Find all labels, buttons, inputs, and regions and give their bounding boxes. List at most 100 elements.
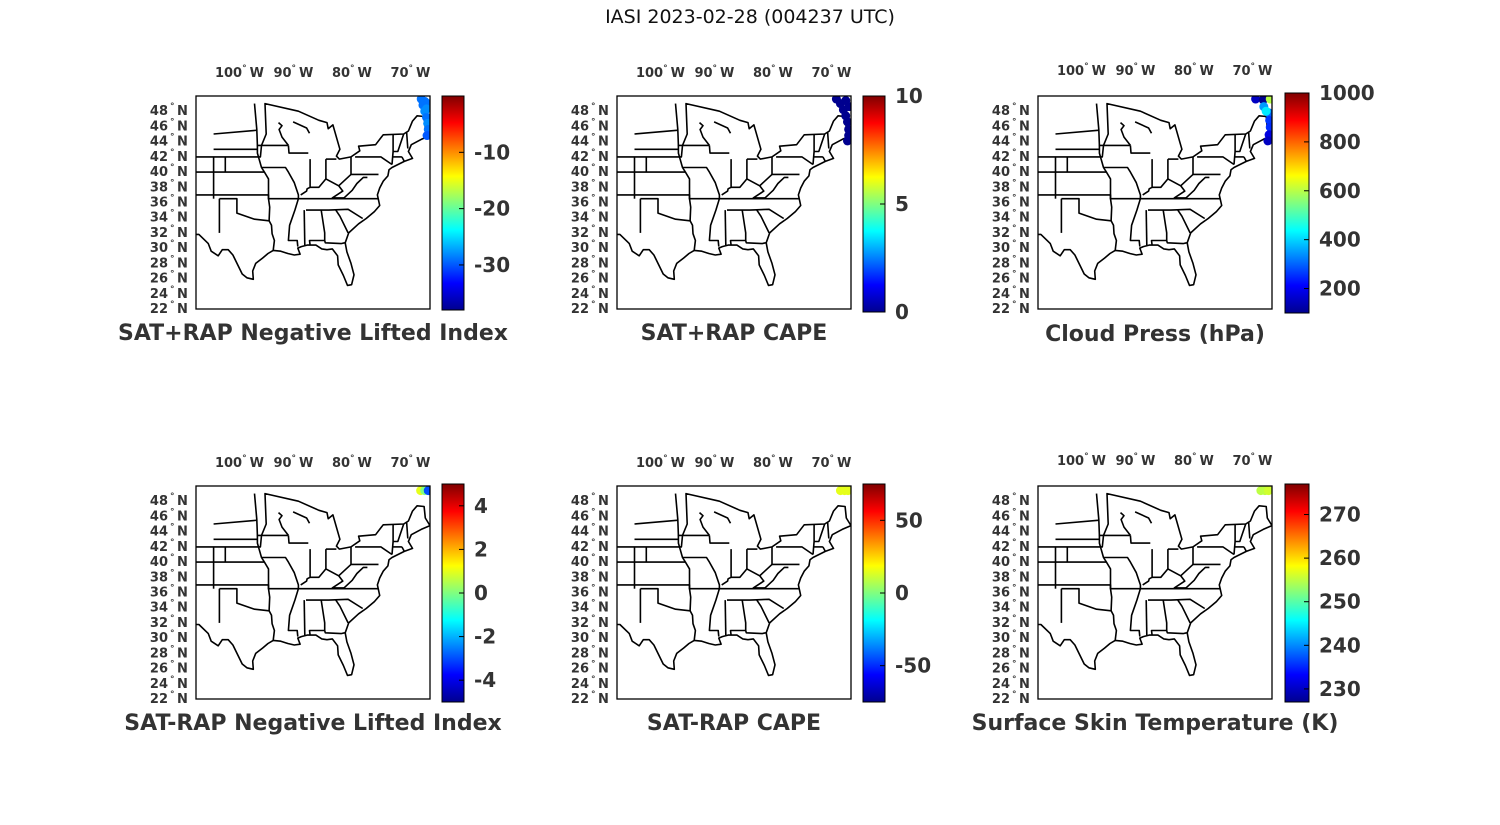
degree-symbol: ° [1192, 452, 1197, 462]
lat-suffix: N [1019, 494, 1030, 509]
data-points [831, 96, 851, 146]
lat-tick-label: 26 [992, 662, 1010, 677]
lat-tick-label: 26 [571, 662, 589, 677]
lat-suffix: N [1019, 540, 1030, 555]
lat-suffix: N [598, 646, 609, 661]
degree-symbol: ° [591, 523, 596, 533]
degree-symbol: ° [242, 64, 247, 74]
lat-suffix: N [598, 555, 609, 570]
lat-tick-label: 32 [571, 616, 589, 631]
lat-suffix: N [598, 104, 609, 119]
degree-symbol: ° [170, 614, 175, 624]
axes-frame [616, 485, 852, 700]
lon-tick-label: 90° W [1115, 62, 1155, 79]
lat-tick-label: 48 [992, 494, 1010, 509]
degree-symbol: ° [1012, 614, 1017, 624]
degree-symbol: ° [170, 584, 175, 594]
lat-tick-label: 28 [992, 646, 1010, 661]
lat-tick-label: 26 [571, 272, 589, 287]
lat-suffix: N [177, 662, 188, 677]
lon-tick-label: 100° W [1057, 452, 1106, 469]
degree-symbol: ° [830, 64, 835, 74]
state-border [727, 598, 785, 610]
state-border [323, 630, 345, 635]
lon-suffix: W [358, 66, 372, 81]
state-border [764, 566, 789, 589]
lon-value: 80 [1174, 64, 1192, 79]
degree-symbol: ° [170, 300, 175, 310]
lat-suffix: N [177, 119, 188, 134]
lat-tick-label: 22 [992, 302, 1010, 317]
state-border [1167, 178, 1186, 199]
degree-symbol: ° [170, 239, 175, 249]
lat-tick-label: 48 [571, 494, 589, 509]
colorbar-tick-label: -50 [895, 654, 931, 678]
us-coastline [196, 102, 430, 287]
colorbar [1284, 483, 1310, 703]
lon-value: 100 [636, 456, 663, 471]
degree-symbol: ° [1012, 178, 1017, 188]
lat-tick-label: 24 [992, 677, 1010, 692]
degree-symbol: ° [1012, 148, 1017, 158]
degree-symbol: ° [170, 690, 175, 700]
data-points [416, 486, 430, 496]
state-border [401, 546, 406, 552]
state-border [306, 208, 364, 220]
lat-tick-label: 38 [150, 180, 168, 195]
lat-tick-label: 46 [992, 509, 1010, 524]
degree-symbol: ° [591, 507, 596, 517]
state-border [746, 568, 765, 589]
lat-suffix: N [598, 119, 609, 134]
lat-suffix: N [1019, 570, 1030, 585]
lon-suffix: W [416, 456, 430, 471]
degree-symbol: ° [591, 117, 596, 127]
degree-symbol: ° [591, 194, 596, 204]
lon-suffix: W [779, 456, 793, 471]
lat-tick-label: 36 [992, 196, 1010, 211]
state-border [727, 208, 785, 220]
state-border [393, 133, 405, 153]
state-border [1119, 122, 1132, 146]
lon-suffix: W [1141, 64, 1155, 79]
lat-tick-label: 24 [992, 287, 1010, 302]
state-border [682, 166, 721, 247]
lat-tick-label: 32 [571, 226, 589, 241]
lon-suffix: W [1092, 454, 1106, 469]
lon-suffix: W [1258, 64, 1272, 79]
lon-suffix: W [1141, 454, 1155, 469]
data-points [1251, 96, 1272, 146]
lon-value: 80 [1174, 454, 1192, 469]
state-border [287, 535, 309, 544]
state-border [822, 156, 827, 162]
lon-value: 80 [332, 456, 350, 471]
lat-tick-label: 34 [150, 601, 168, 616]
map-panel: 100° W 90° W 80° W 70° W48 ° N46 ° N44 ° N42 ° N40 ° N38 °… [571, 454, 931, 736]
panel-title: SAT-RAP Negative Lifted Index [124, 711, 501, 736]
lat-tick-label: 38 [150, 570, 168, 585]
lat-tick-label: 36 [571, 586, 589, 601]
lat-suffix: N [177, 525, 188, 540]
lon-tick-label: 70° W [811, 64, 851, 81]
lat-tick-label: 34 [571, 601, 589, 616]
lat-suffix: N [1019, 226, 1030, 241]
lat-suffix: N [598, 525, 609, 540]
lat-tick-label: 28 [992, 256, 1010, 271]
lon-value: 90 [1115, 64, 1133, 79]
degree-symbol: ° [170, 102, 175, 112]
basemap [196, 102, 430, 287]
lat-suffix: N [598, 570, 609, 585]
state-border [674, 493, 692, 611]
lat-tick-label: 30 [571, 241, 589, 256]
degree-symbol: ° [591, 690, 596, 700]
state-border [1177, 599, 1191, 624]
degree-symbol: ° [713, 454, 718, 464]
lat-tick-label: 34 [150, 211, 168, 226]
lat-suffix: N [1019, 555, 1030, 570]
colorbar [1284, 92, 1310, 314]
lat-suffix: N [177, 241, 188, 256]
lon-value: 80 [753, 456, 771, 471]
state-border [698, 512, 711, 536]
lat-tick-label: 36 [150, 196, 168, 211]
axes-background [617, 96, 851, 309]
